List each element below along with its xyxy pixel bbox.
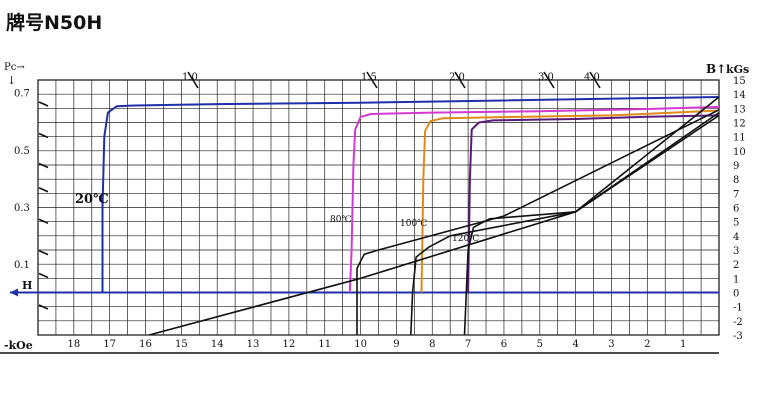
right-axis-tick-label: 6 xyxy=(733,204,739,215)
left-axis-marker xyxy=(38,101,49,107)
x-tick-label: 8 xyxy=(429,339,435,350)
left-axis-tick-label: 0.7 xyxy=(14,89,30,100)
x-tick-label: 9 xyxy=(393,339,399,350)
permeance-scale-tick xyxy=(589,71,601,89)
left-axis-tick-label: 0.3 xyxy=(14,203,30,214)
permeance-scale-tick xyxy=(187,71,199,89)
permeance-scale-tick xyxy=(543,71,555,89)
right-axis-tick-label: 12 xyxy=(733,119,746,130)
x-tick-label: 13 xyxy=(247,339,260,350)
x-tick-label: 11 xyxy=(318,339,331,350)
curve-J-100℃ xyxy=(420,109,720,293)
x-tick-label: 10 xyxy=(354,339,367,350)
chart-curves xyxy=(101,96,720,336)
right-axis-tick-label: -2 xyxy=(733,317,743,328)
permeance-scale-tick xyxy=(366,71,378,89)
right-axis-tick-label: 9 xyxy=(733,161,739,172)
permeance-scale-label: 2.0 xyxy=(449,72,465,83)
right-axis-tick-label: 2 xyxy=(733,260,739,271)
h-axis-label: H xyxy=(22,279,32,292)
x-tick-label: 18 xyxy=(67,339,80,350)
x-tick-label: 3 xyxy=(608,339,614,350)
temperature-annotation: 20℃ xyxy=(75,192,109,207)
left-axis-tick-label: 0.5 xyxy=(14,146,30,157)
curve-B-20℃ xyxy=(148,96,720,336)
curve-J-120℃ xyxy=(467,114,720,293)
chart-labels: 18 17 16 15 14 13 12 11 10 9 8 7 6 5 4 3 2 1-kOe151413121… xyxy=(4,62,749,352)
right-axis-tick-label: 3 xyxy=(733,246,739,257)
permeance-scale-label: 3.0 xyxy=(538,72,554,83)
x-tick-label: 1 xyxy=(680,339,686,350)
left-axis-tick-label: 0.1 xyxy=(14,260,30,271)
right-axis-tick-label: 8 xyxy=(733,175,739,186)
left-axis-marker xyxy=(38,187,49,193)
right-axis-tick-label: 0 xyxy=(733,289,739,300)
right-axis-tick-label: 1 xyxy=(733,274,739,285)
x-tick-label: 15 xyxy=(175,339,188,350)
x-axis-label: -kOe xyxy=(4,339,33,352)
left-axis-marker xyxy=(38,132,49,139)
grade-title: 牌号N50H xyxy=(6,12,103,34)
curve-B-120℃ xyxy=(463,114,720,336)
curve-J-80℃ xyxy=(348,105,720,293)
right-axis-tick-label: 15 xyxy=(733,76,746,87)
permeance-scale-label: 1.0 xyxy=(182,72,198,83)
left-axis-marker xyxy=(38,218,49,224)
x-tick-label: 14 xyxy=(211,339,224,350)
left-axis-marker xyxy=(38,304,49,310)
right-axis-tick-label: 7 xyxy=(733,189,739,200)
chart-grid xyxy=(0,79,720,354)
permeance-scale-lines: 1.0 1.5 2.0 3.0 4.0 xyxy=(182,71,601,89)
temperature-annotation: 80℃ xyxy=(330,215,352,225)
x-tick-label: 4 xyxy=(572,339,578,350)
right-axis-label-unit: kGs xyxy=(726,63,749,76)
x-tick-label: 12 xyxy=(283,339,296,350)
x-tick-label: 16 xyxy=(139,339,152,350)
permeance-scale-tick xyxy=(454,71,466,89)
left-axis-label: Pc→ xyxy=(4,62,25,73)
left-axis-arrow: ↓ xyxy=(7,74,16,87)
right-axis-tick-label: 14 xyxy=(733,90,746,101)
right-axis-tick-label: 4 xyxy=(733,232,739,243)
h-axis-arrow xyxy=(10,288,18,297)
left-axis-marker xyxy=(38,272,49,279)
right-axis-tick-label: -3 xyxy=(733,331,743,342)
right-axis-tick-label: 10 xyxy=(733,147,746,158)
permeance-scale-label: 1.5 xyxy=(361,72,377,83)
left-axis-marker xyxy=(38,162,49,169)
right-axis-tick-label: 11 xyxy=(733,133,746,144)
x-tick-label: 5 xyxy=(537,339,543,350)
curve-J-20℃ xyxy=(101,96,720,293)
right-axis-label-b: B↑ xyxy=(706,62,726,76)
permeance-scale-label: 4.0 xyxy=(584,72,600,83)
temperature-annotation: 120℃ xyxy=(452,234,479,244)
x-tick-label: 17 xyxy=(103,339,116,350)
right-axis-tick-label: -1 xyxy=(733,303,743,314)
x-tick-label: 2 xyxy=(644,339,650,350)
temperature-annotation: 100℃ xyxy=(400,219,427,229)
curve-B-80℃ xyxy=(356,109,720,335)
right-axis-tick-label: 13 xyxy=(733,104,746,115)
left-axis-marker xyxy=(38,249,49,256)
x-tick-label: 6 xyxy=(501,339,507,350)
x-tick-label: 7 xyxy=(465,339,471,350)
right-axis-tick-label: 5 xyxy=(733,218,739,229)
